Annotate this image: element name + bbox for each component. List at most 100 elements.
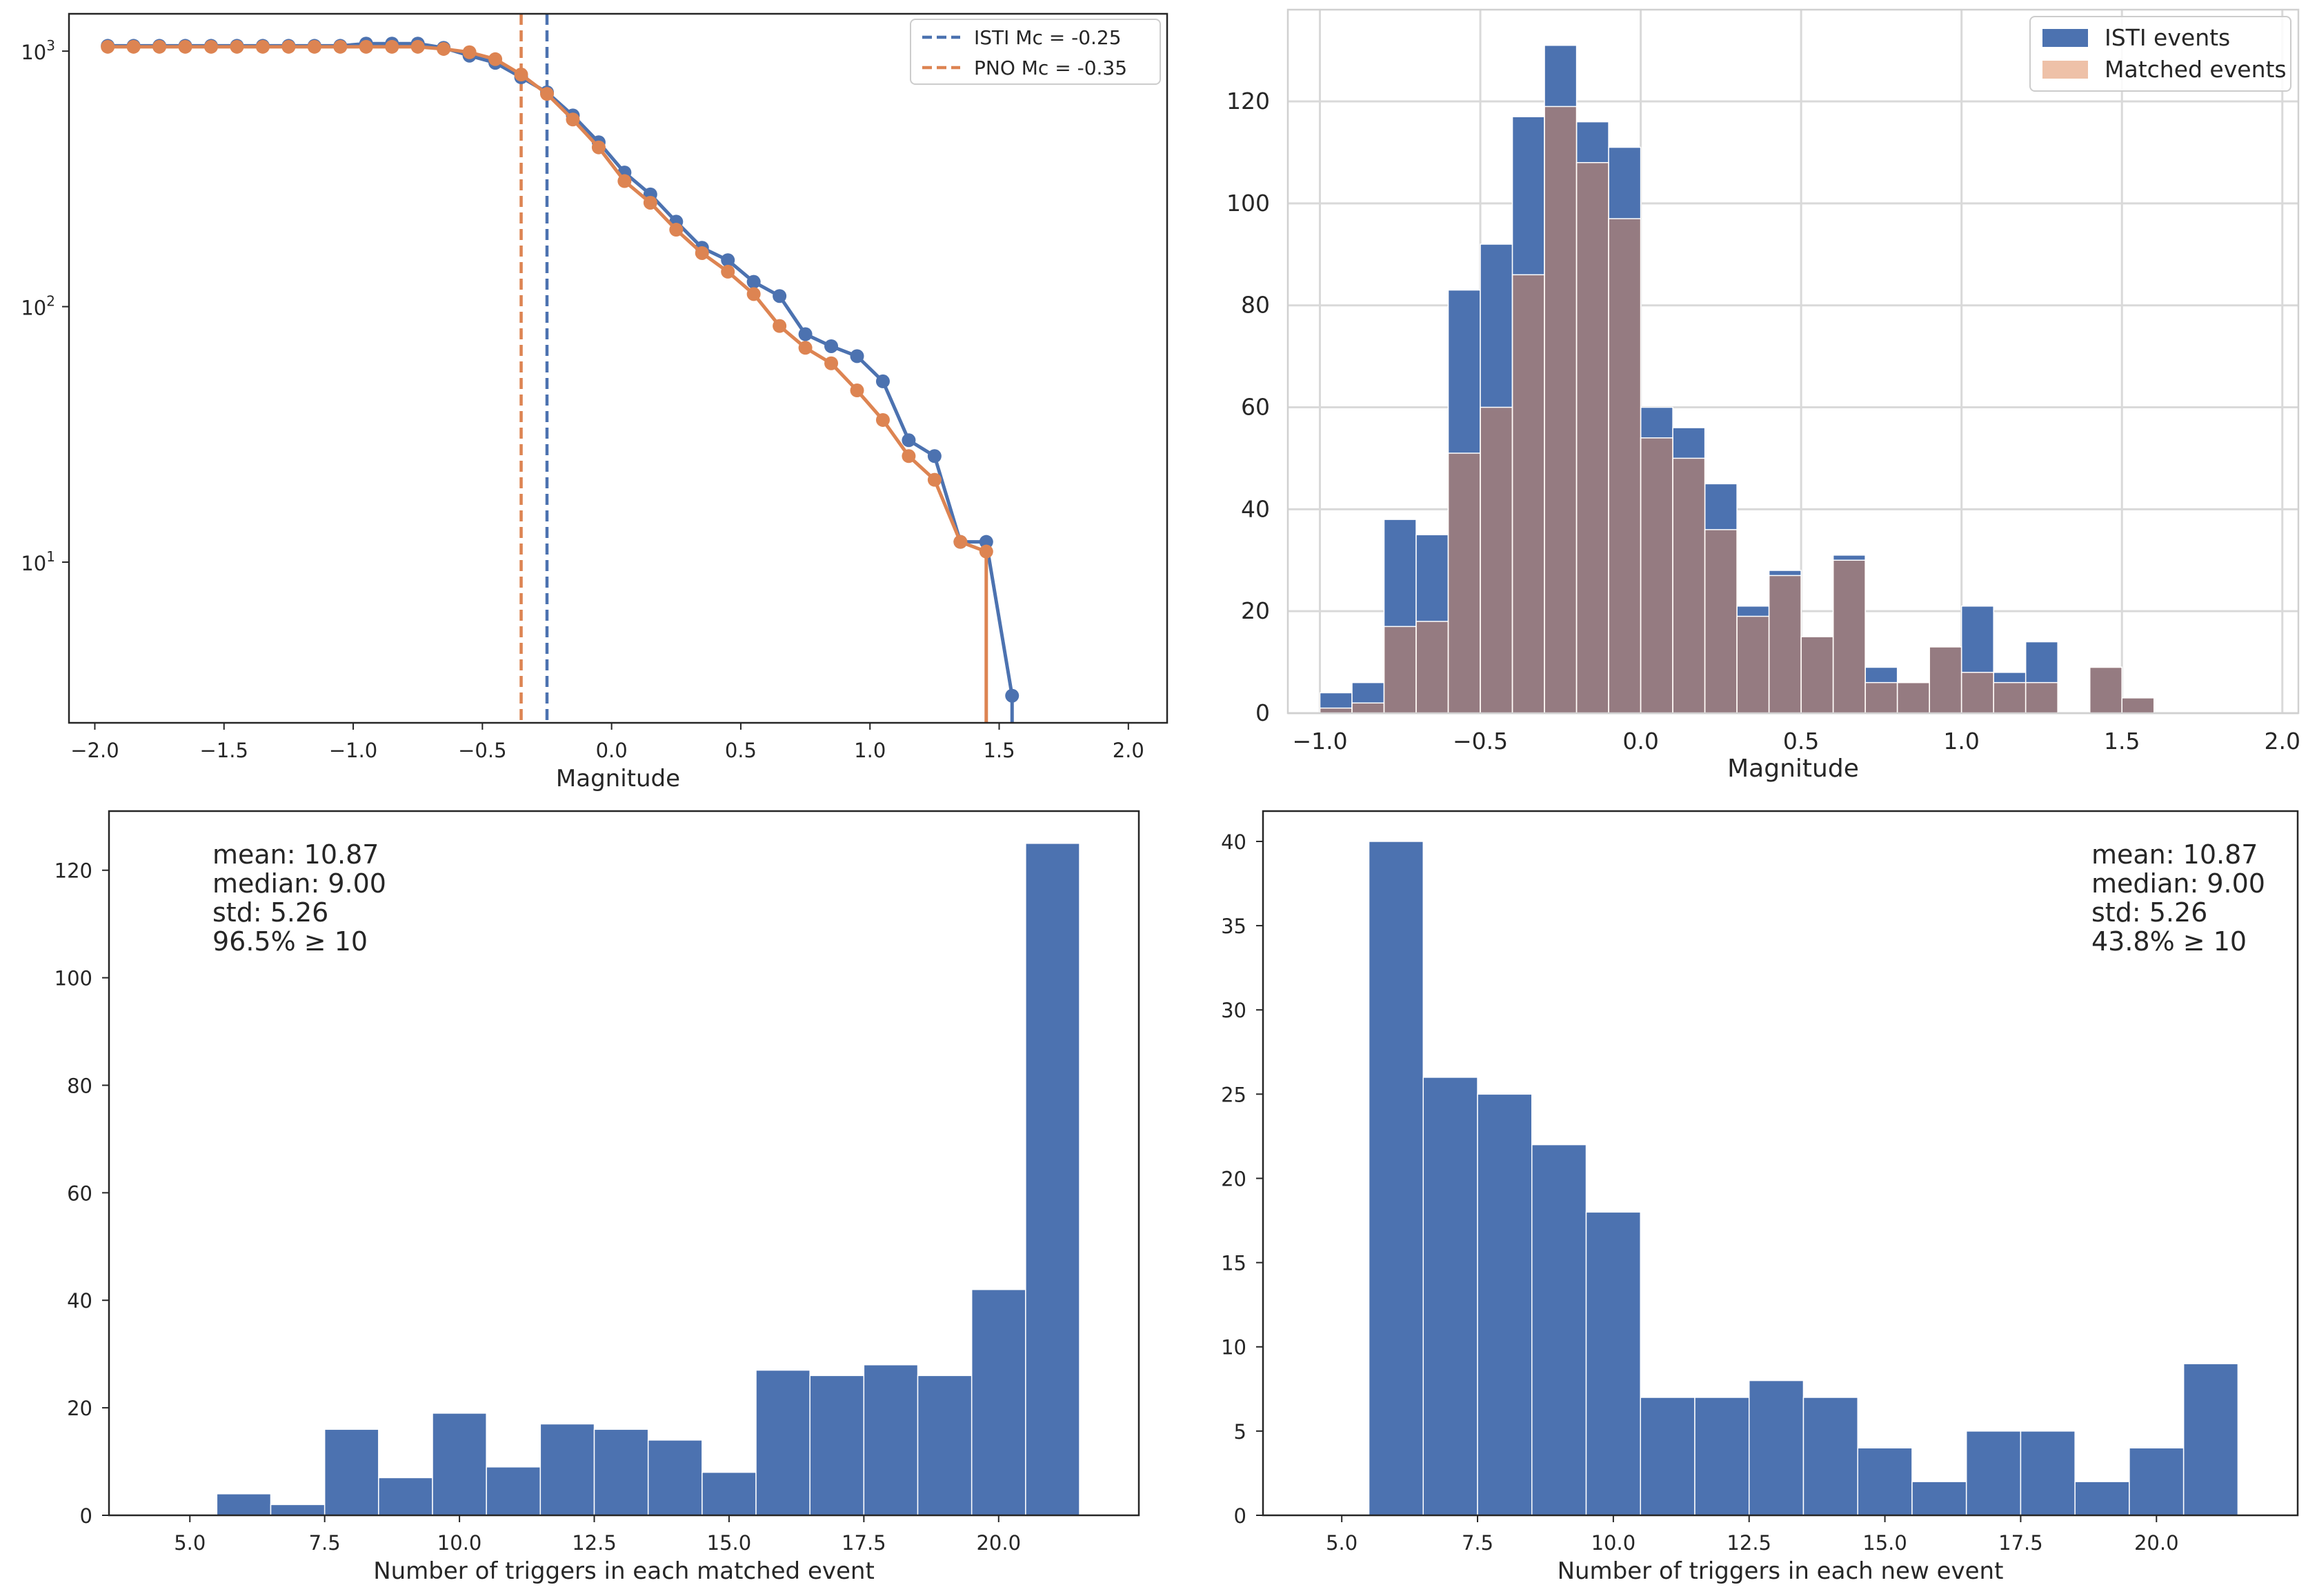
data-point xyxy=(126,39,141,54)
y-tick-label: 15 xyxy=(1221,1252,1246,1275)
histogram-bar xyxy=(1993,681,2027,714)
data-point xyxy=(953,535,968,549)
data-point xyxy=(798,341,813,355)
x-tick-label: 2.0 xyxy=(2265,728,2300,755)
histogram-bar xyxy=(1575,161,1609,714)
histogram-bar xyxy=(432,1413,487,1516)
x-tick-label: −1.5 xyxy=(200,739,248,762)
histogram-bar xyxy=(755,1369,811,1516)
stats-annotation-line: 96.5% ≥ 10 xyxy=(212,926,368,957)
data-point xyxy=(359,39,373,54)
x-tick-label: 0.5 xyxy=(725,739,757,762)
data-point xyxy=(875,374,890,388)
data-point xyxy=(902,433,916,448)
x-tick-label: 10.0 xyxy=(1591,1531,1636,1555)
data-point xyxy=(462,45,477,59)
histogram-bar xyxy=(1383,626,1417,714)
data-point xyxy=(721,264,735,279)
data-point xyxy=(850,383,864,398)
histogram-bar xyxy=(539,1423,595,1516)
data-point xyxy=(410,39,425,54)
data-point xyxy=(333,39,348,54)
data-point xyxy=(617,174,632,188)
data-point xyxy=(875,412,890,427)
data-point xyxy=(979,535,993,549)
histogram-bar xyxy=(1896,681,1930,714)
legend-label: Matched events xyxy=(2105,56,2287,83)
data-point xyxy=(695,246,709,260)
histogram-bar xyxy=(2182,1363,2239,1516)
x-tick-label: −1.0 xyxy=(329,739,377,762)
data-point xyxy=(230,39,244,54)
histogram-bar xyxy=(971,1288,1026,1516)
y-tick-label: 35 xyxy=(1221,915,1246,938)
matched-triggers-histogram: 5.0 7.5 10.0 12.5 15.0 17.5 20.0 0 20 40 60 80 100 12… xyxy=(54,810,1140,1585)
y-tick-label: 120 xyxy=(54,859,92,883)
data-point xyxy=(385,39,399,54)
x-tick-label: −0.5 xyxy=(458,739,506,762)
plot-frame xyxy=(108,810,1140,1517)
y-tick-label: 0 xyxy=(1234,1504,1246,1528)
legend-swatch xyxy=(2042,61,2088,79)
data-point xyxy=(488,52,503,66)
histogram-bar xyxy=(1800,636,1834,714)
histogram-bar xyxy=(1480,406,1513,714)
histogram-bar xyxy=(324,1428,379,1516)
histogram-bar xyxy=(1608,218,1642,714)
data-point xyxy=(902,449,916,463)
legend-swatch xyxy=(2042,29,2088,47)
y-tick-label: 40 xyxy=(1221,830,1246,854)
histogram-bar xyxy=(809,1375,865,1516)
x-axis-label: Number of triggers in each matched event xyxy=(373,1557,875,1585)
histogram-bar xyxy=(1544,106,1578,714)
data-point xyxy=(721,253,735,268)
x-tick-label: 15.0 xyxy=(1862,1531,1907,1555)
histogram-bar xyxy=(1832,559,1866,714)
data-point xyxy=(773,319,787,333)
plot-frame xyxy=(68,12,1169,724)
y-tick-label: 10 xyxy=(1221,1336,1246,1359)
x-tick-label: 15.0 xyxy=(707,1531,752,1555)
data-point xyxy=(307,39,321,54)
data-point xyxy=(1005,688,1020,703)
histogram-bar xyxy=(1640,437,1673,714)
histogram-bar xyxy=(863,1364,919,1516)
y-tick-label: 30 xyxy=(1221,999,1246,1022)
legend-box xyxy=(2029,16,2291,92)
x-tick-label: 1.5 xyxy=(2104,728,2140,755)
x-tick-label: −1.0 xyxy=(1292,728,1347,755)
histogram-bar xyxy=(1736,615,1770,714)
histogram-bar xyxy=(1531,1144,1587,1516)
histogram-bar xyxy=(2074,1481,2130,1516)
data-point xyxy=(437,41,451,56)
data-point xyxy=(927,449,942,463)
histogram-bar xyxy=(1640,1397,1696,1516)
histogram-bar xyxy=(1857,1447,1913,1516)
data-point xyxy=(669,223,684,237)
stats-annotation-line: mean: 10.87 xyxy=(212,839,379,870)
data-point xyxy=(566,112,580,127)
histogram-bar xyxy=(2020,1430,2076,1516)
x-tick-label: 12.5 xyxy=(572,1531,617,1555)
y-tick-label: 0 xyxy=(80,1504,92,1528)
y-tick-label: 60 xyxy=(1241,394,1270,421)
y-tick-label: 0 xyxy=(1255,699,1270,726)
histogram-bar xyxy=(2129,1447,2185,1516)
x-tick-label: 5.0 xyxy=(1326,1531,1358,1555)
legend-label: PNO Mc = -0.35 xyxy=(974,57,1127,79)
histogram-bar xyxy=(486,1466,541,1516)
x-tick-label: −0.5 xyxy=(1453,728,1508,755)
x-tick-label: 1.0 xyxy=(1943,728,1979,755)
x-axis-label: Magnitude xyxy=(1727,755,1859,783)
magnitude-frequency-plot: −2.0 −1.5 −1.0 −0.5 0.0 0.5 1.0 1.5 2.0 101 102 103… xyxy=(21,12,1169,792)
y-tick-label: 102 xyxy=(21,293,55,320)
histogram-bar xyxy=(1415,621,1449,714)
y-tick-label: 80 xyxy=(67,1074,92,1097)
histogram-bar xyxy=(1802,1397,1858,1516)
data-point xyxy=(824,339,839,353)
y-tick-label: 40 xyxy=(67,1289,92,1313)
stats-annotation-line: mean: 10.87 xyxy=(2091,839,2258,870)
plot-frame xyxy=(1286,8,2300,715)
data-point xyxy=(591,140,606,154)
histogram-bar xyxy=(1748,1379,1804,1516)
